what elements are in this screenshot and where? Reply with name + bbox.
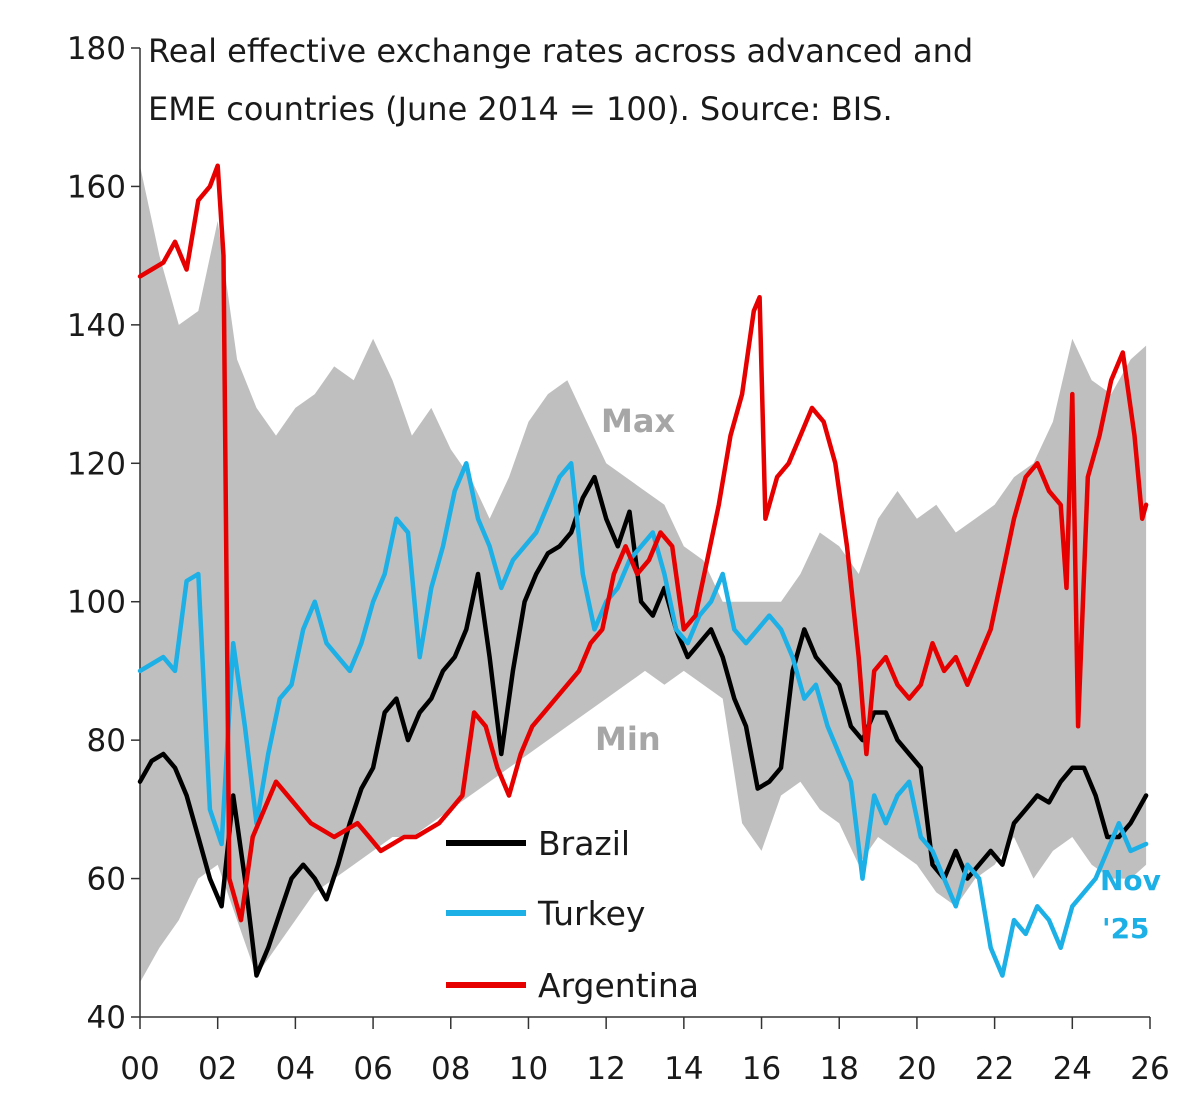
- x-tick-label: 12: [586, 1051, 625, 1087]
- y-tick-label: 180: [67, 31, 126, 67]
- x-tick-label: 20: [897, 1051, 936, 1087]
- end-annotation-month: Nov: [1100, 864, 1161, 897]
- chart-title-line-2: EME countries (June 2014 = 100). Source:…: [148, 90, 893, 128]
- y-tick-label: 160: [67, 169, 126, 205]
- x-tick-label: 18: [820, 1051, 859, 1087]
- y-tick-label: 120: [67, 446, 126, 482]
- y-tick-label: 140: [67, 308, 126, 344]
- legend-label-turkey: Turkey: [537, 894, 645, 933]
- x-tick-label: 10: [509, 1051, 548, 1087]
- x-tick-label: 16: [742, 1051, 781, 1087]
- end-annotation-year: '25: [1102, 912, 1150, 945]
- x-tick-label: 04: [276, 1051, 315, 1087]
- x-tick-label: 08: [431, 1051, 470, 1087]
- series-line-turkey: [137, 461, 1149, 978]
- band-max-label: Max: [601, 402, 675, 440]
- x-tick-label: 26: [1130, 1051, 1169, 1087]
- x-tick-label: 00: [120, 1051, 159, 1087]
- band-min-label: Min: [595, 720, 661, 758]
- x-tick-label: 02: [198, 1051, 237, 1087]
- series-lines: [137, 163, 1149, 978]
- series-line-argentina: [137, 163, 1149, 923]
- max-min-band: [140, 165, 1147, 983]
- y-tick-label: 100: [67, 585, 126, 621]
- axes: 40 60 80 100 120 140 160 180 00 02 04 06 08 10 12 14 16 1…: [67, 31, 1170, 1087]
- y-tick-label: 40: [87, 1000, 126, 1036]
- end-annotation: Nov '25: [1100, 864, 1161, 945]
- legend-label-argentina: Argentina: [538, 966, 699, 1005]
- legend-label-brazil: Brazil: [538, 824, 630, 863]
- x-tick-label: 14: [664, 1051, 703, 1087]
- legend: Brazil Turkey Argentina: [446, 824, 699, 1005]
- chart-title: Real effective exchange rates across adv…: [148, 32, 973, 128]
- chart-title-line-1: Real effective exchange rates across adv…: [148, 32, 973, 70]
- y-tick-label: 60: [87, 862, 126, 898]
- band-area: [140, 165, 1147, 983]
- x-tick-label: 24: [1053, 1051, 1092, 1087]
- band-labels: Max Min: [595, 402, 675, 758]
- x-tick-label: 22: [975, 1051, 1014, 1087]
- x-tick-label: 06: [353, 1051, 392, 1087]
- series-line-brazil: [137, 474, 1149, 978]
- y-tick-label: 80: [87, 723, 126, 759]
